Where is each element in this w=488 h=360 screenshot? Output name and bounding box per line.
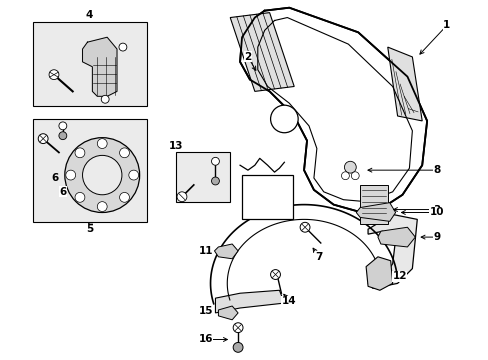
Circle shape [344, 161, 356, 173]
Polygon shape [240, 8, 426, 212]
Bar [33, 22, 146, 106]
Text: 6: 6 [59, 187, 66, 197]
Circle shape [75, 148, 85, 158]
Circle shape [97, 202, 107, 212]
Circle shape [75, 193, 85, 202]
Text: 13: 13 [168, 144, 183, 153]
Text: 7: 7 [314, 252, 322, 262]
Text: 9: 9 [432, 232, 440, 242]
Polygon shape [218, 306, 238, 320]
Text: 5: 5 [85, 222, 93, 232]
Circle shape [300, 222, 309, 232]
Circle shape [350, 172, 359, 180]
Circle shape [101, 95, 109, 103]
Circle shape [38, 134, 48, 144]
Text: 5: 5 [85, 224, 93, 234]
Text: 15: 15 [198, 306, 212, 316]
Circle shape [233, 323, 243, 333]
Text: 6: 6 [51, 173, 59, 183]
Polygon shape [230, 13, 294, 91]
Text: 4: 4 [85, 10, 93, 19]
Circle shape [211, 157, 219, 165]
Text: 13: 13 [168, 140, 183, 150]
Text: 12: 12 [391, 271, 406, 282]
Text: 16: 16 [198, 334, 212, 345]
Polygon shape [387, 47, 421, 121]
Circle shape [177, 192, 186, 202]
Circle shape [233, 342, 243, 352]
Bar [242, 175, 293, 219]
Text: 10: 10 [429, 207, 443, 217]
Circle shape [270, 270, 280, 279]
Polygon shape [215, 290, 284, 313]
Circle shape [97, 139, 107, 148]
Circle shape [59, 132, 67, 140]
Text: 4: 4 [85, 10, 93, 21]
Text: 8: 8 [432, 165, 440, 175]
Text: 14: 14 [282, 296, 296, 306]
Polygon shape [214, 244, 238, 259]
Circle shape [120, 193, 129, 202]
Circle shape [49, 70, 59, 80]
Circle shape [120, 148, 129, 158]
Text: 11: 11 [198, 246, 212, 256]
Text: 2: 2 [244, 52, 251, 62]
Circle shape [128, 170, 139, 180]
Polygon shape [366, 257, 392, 290]
Polygon shape [377, 227, 414, 247]
Bar [360, 185, 387, 224]
Circle shape [211, 177, 219, 185]
Circle shape [59, 122, 67, 130]
Polygon shape [82, 37, 117, 96]
Text: 3: 3 [432, 204, 440, 215]
Polygon shape [367, 215, 416, 288]
Bar [33, 119, 146, 222]
Bar [176, 152, 230, 202]
Circle shape [65, 138, 140, 212]
Circle shape [66, 170, 76, 180]
Circle shape [270, 105, 298, 133]
Circle shape [341, 172, 348, 180]
Polygon shape [356, 203, 395, 221]
Circle shape [82, 156, 122, 195]
Text: 1: 1 [442, 21, 449, 31]
Circle shape [119, 43, 126, 51]
